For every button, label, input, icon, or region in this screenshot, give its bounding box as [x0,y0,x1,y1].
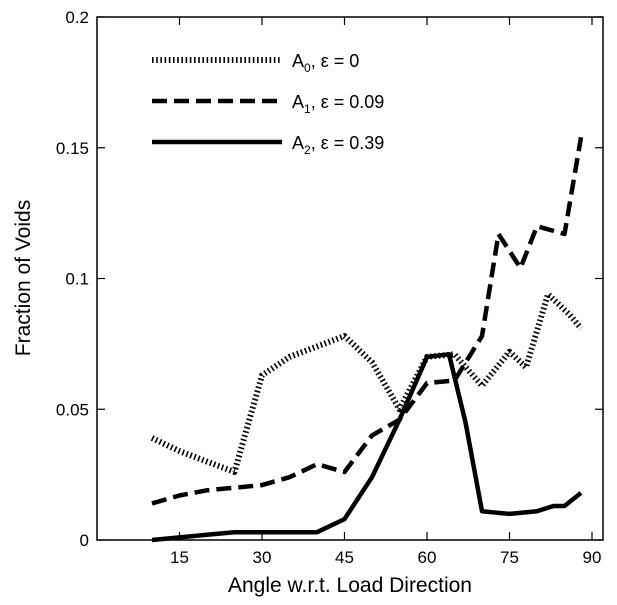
y-tick-label: 0 [80,531,89,550]
series-line-a0 [150,291,584,475]
y-tick-label: 0.15 [56,139,89,158]
x-tick-label: 60 [418,548,437,567]
y-tick-label: 0.05 [56,400,89,419]
legend: A0, ε = 0 A1, ε = 0.09 A2, ε = 0.39 [152,51,384,157]
legend-label: A1, ε = 0.09 [292,92,384,116]
y-tick-label: 0.1 [65,270,89,289]
x-tick-label: 75 [500,548,519,567]
series-lines [150,136,584,543]
axis-ticks: 15 30 45 60 75 90 0 0.05 0.1 0.15 0.2 [56,8,603,567]
legend-label: A0, ε = 0 [292,51,359,75]
x-axis-title: Angle w.r.t. Load Direction [228,574,472,597]
x-tick-label: 90 [583,548,602,567]
y-tick-label: 0.2 [65,8,89,27]
series-line-a1 [151,136,584,506]
y-axis-title: Fraction of Voids [12,200,35,356]
series-line-a2 [151,352,583,543]
x-tick-label: 45 [335,548,354,567]
x-tick-label: 15 [170,548,189,567]
x-tick-label: 30 [253,548,272,567]
legend-label: A2, ε = 0.39 [292,133,384,157]
